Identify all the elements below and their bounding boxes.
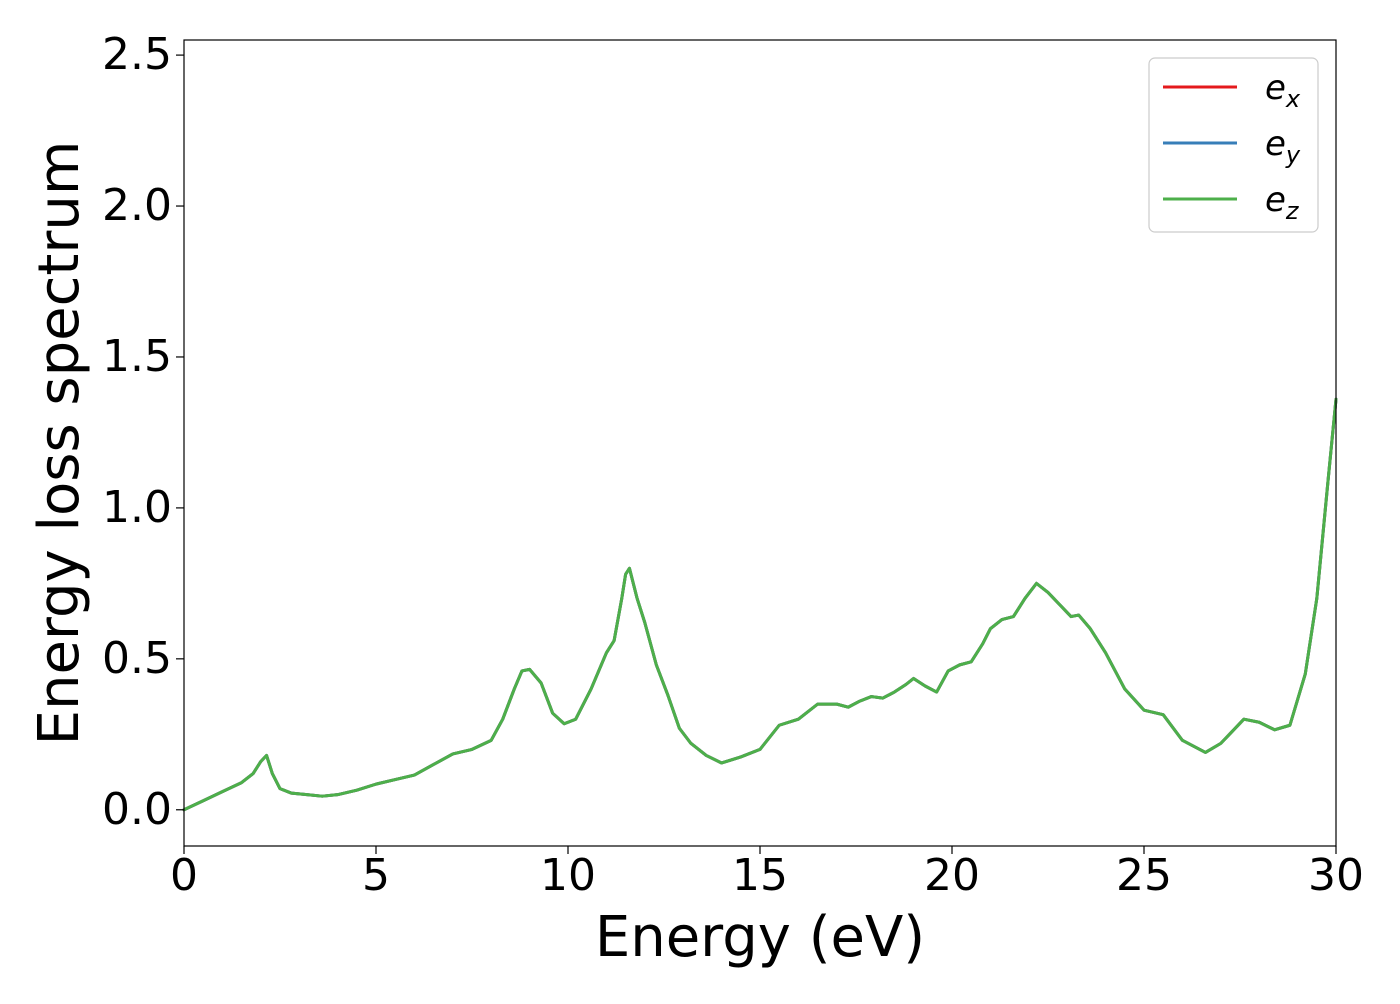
series-line-z xyxy=(182,397,1338,812)
legend-label-y: ey xyxy=(1265,124,1301,169)
legend: ex ey ez xyxy=(1148,57,1319,233)
y-tick-label: 0.0 xyxy=(102,784,172,835)
y-tick-label: 2.5 xyxy=(102,29,172,80)
x-tick-label: 10 xyxy=(540,850,596,901)
y-tick-label: 1.0 xyxy=(102,482,172,533)
x-axis-label: Energy (eV) xyxy=(595,905,925,970)
legend-label-z: ez xyxy=(1265,180,1300,225)
x-axis-ticks: 0 5 10 15 20 25 30 xyxy=(170,846,1364,901)
x-tick-label: 25 xyxy=(1116,850,1172,901)
x-tick-label: 5 xyxy=(362,850,390,901)
y-axis-ticks: 0.0 0.5 1.0 1.5 2.0 2.5 xyxy=(102,29,184,835)
x-tick-label: 0 xyxy=(170,850,198,901)
y-tick-label: 0.5 xyxy=(102,633,172,684)
legend-items: ex ey ez xyxy=(1163,68,1301,225)
y-tick-label: 1.5 xyxy=(102,331,172,382)
legend-box xyxy=(1148,57,1319,233)
y-axis-label: Energy loss spectrum xyxy=(27,141,92,746)
x-tick-label: 15 xyxy=(732,850,788,901)
x-tick-label: 20 xyxy=(924,850,980,901)
series-layer xyxy=(182,397,1338,812)
x-tick-label: 30 xyxy=(1308,850,1364,901)
legend-label-x: ex xyxy=(1265,68,1301,113)
y-tick-label: 2.0 xyxy=(102,180,172,231)
